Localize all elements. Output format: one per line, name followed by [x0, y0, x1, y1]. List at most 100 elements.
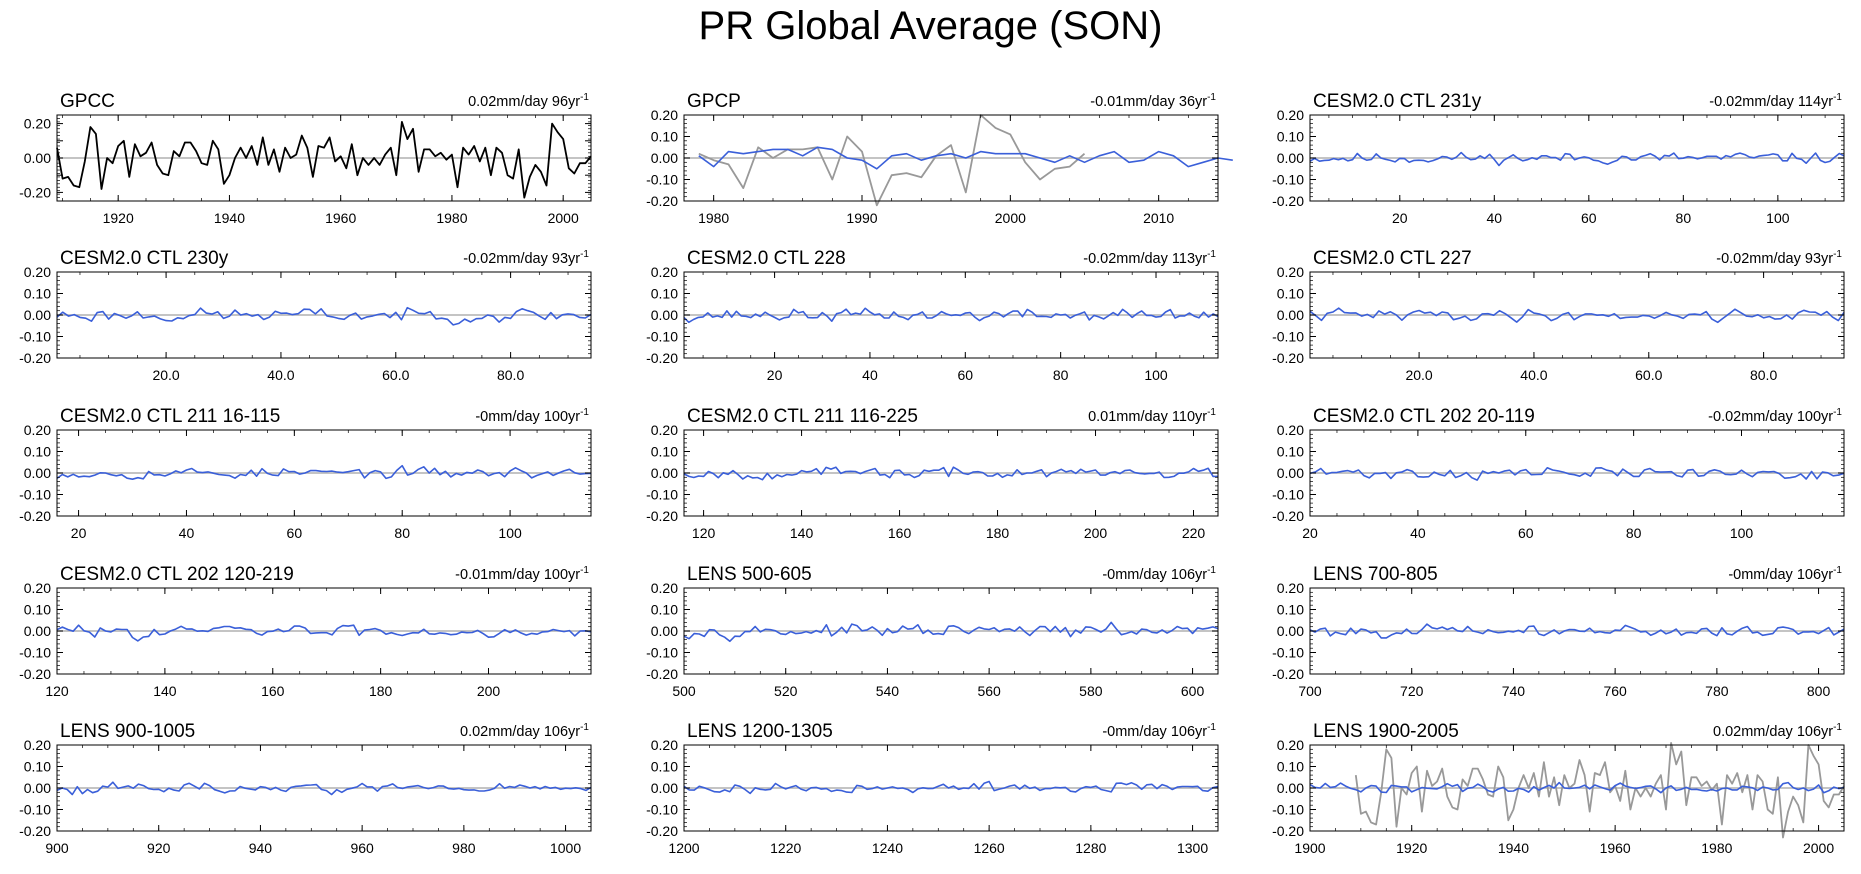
x-tick-label: 60	[958, 367, 974, 383]
x-tick-label: 1980	[436, 210, 467, 226]
trend-exponent: -1	[580, 565, 589, 576]
x-tick-label: 760	[1603, 683, 1627, 699]
series-line	[683, 307, 1219, 324]
y-tick-label: 0.00	[1277, 780, 1304, 796]
x-tick-label: 1900	[1294, 840, 1325, 856]
trend-label: -0mm/day 106yr-1	[1102, 565, 1216, 583]
x-tick-label: 20	[767, 367, 783, 383]
x-tick-label: 1260	[974, 840, 1005, 856]
y-tick-label: 0.00	[1277, 623, 1304, 639]
y-tick-label: -0.20	[646, 508, 678, 524]
x-tick-label: 1960	[325, 210, 356, 226]
panel-title: CESM2.0 CTL 228	[687, 248, 846, 269]
y-tick-label: 0.20	[24, 264, 51, 280]
panel-title: LENS 500-605	[687, 564, 812, 585]
panel-title: LENS 900-1005	[60, 721, 195, 742]
trend-exponent: -1	[580, 407, 589, 418]
y-tick-label: 0.00	[24, 150, 51, 166]
y-tick-label: 0.20	[651, 422, 678, 438]
trend-label: -0.01mm/day 100yr-1	[455, 565, 589, 583]
panel-ctl231: CESM2.0 CTL 231y -0.02mm/day 114yr-1 -0.20…	[1272, 91, 1845, 226]
y-tick-label: 0.00	[651, 307, 678, 323]
panel-lens900: LENS 900-1005 0.02mm/day 106yr-1 -0.20 -0.1…	[19, 721, 592, 856]
y-tick-label: 0.10	[24, 759, 51, 775]
x-tick-label: 80.0	[1750, 367, 1777, 383]
y-tick-label: -0.20	[19, 823, 51, 839]
x-tick-label: 40	[1410, 525, 1426, 541]
trend-label: -0.02mm/day 113yr-1	[1083, 249, 1216, 267]
trend-label: -0.02mm/day 93yr-1	[463, 249, 589, 267]
panel-ctl211b: CESM2.0 CTL 211 116-225 0.01mm/day 110yr-…	[646, 406, 1219, 541]
panel-title: CESM2.0 CTL 211 116-225	[687, 406, 918, 427]
x-tick-label: 1240	[872, 840, 903, 856]
x-tick-label: 1220	[770, 840, 801, 856]
y-tick-label: 0.00	[1277, 465, 1304, 481]
trend-label: -0mm/day 100yr-1	[475, 407, 589, 425]
x-tick-label: 1000	[550, 840, 581, 856]
x-tick-label: 220	[1182, 525, 1206, 541]
x-tick-label: 2000	[548, 210, 579, 226]
trend-exponent: -1	[580, 92, 589, 103]
panel-lens500: LENS 500-605 -0mm/day 106yr-1 -0.20 -0.10 0.…	[646, 564, 1219, 699]
panel-title: GPCP	[687, 91, 741, 112]
x-tick-label: 160	[888, 525, 912, 541]
y-tick-label: 0.10	[1277, 286, 1304, 302]
panel-title: CESM2.0 CTL 230y	[60, 248, 229, 269]
x-tick-label: 140	[790, 525, 814, 541]
trend-exponent: -1	[1207, 722, 1216, 733]
panel-title: LENS 700-805	[1313, 564, 1438, 585]
y-tick-label: 0.10	[24, 286, 51, 302]
panel-ctl227: CESM2.0 CTL 227 -0.02mm/day 93yr-1 -0.20 -0…	[1272, 248, 1845, 383]
x-tick-label: 1940	[214, 210, 245, 226]
x-tick-label: 100	[1144, 367, 1168, 383]
x-tick-label: 2000	[1803, 840, 1834, 856]
y-tick-label: 0.20	[1277, 422, 1304, 438]
x-tick-label: 600	[1181, 683, 1205, 699]
trend-label: 0.02mm/day 106yr-1	[1713, 722, 1842, 740]
y-tick-label: 0.10	[651, 444, 678, 460]
y-tick-label: -0.10	[646, 329, 678, 345]
x-tick-label: 200	[1084, 525, 1108, 541]
trend-label: -0.02mm/day 114yr-1	[1709, 92, 1842, 110]
series-line	[1309, 307, 1845, 324]
y-tick-label: -0.20	[19, 508, 51, 524]
x-tick-label: 920	[147, 840, 171, 856]
y-tick-label: -0.10	[19, 802, 51, 818]
x-tick-label: 180	[369, 683, 393, 699]
figure-title: PR Global Average (SON)	[698, 4, 1163, 48]
x-tick-label: 980	[452, 840, 476, 856]
x-tick-label: 1300	[1177, 840, 1208, 856]
y-tick-label: -0.10	[19, 645, 51, 661]
series-line	[1354, 742, 1845, 839]
trend-exponent: -1	[1833, 407, 1842, 418]
x-tick-label: 20.0	[1405, 367, 1432, 383]
y-tick-label: 0.20	[1277, 107, 1304, 123]
panel-title: LENS 1200-1305	[687, 721, 833, 742]
trend-exponent: -1	[1833, 92, 1842, 103]
panel-title: CESM2.0 CTL 231y	[1313, 91, 1482, 112]
series-line	[698, 114, 1086, 207]
x-tick-label: 80.0	[497, 367, 524, 383]
series-line	[1309, 623, 1845, 639]
panel-lens700: LENS 700-805 -0mm/day 106yr-1 -0.20 -0.10 0.…	[1272, 564, 1845, 699]
panel-lens1200: LENS 1200-1305 -0mm/day 106yr-1 -0.20 -0.10…	[646, 721, 1219, 856]
trend-label: -0mm/day 106yr-1	[1728, 565, 1842, 583]
panel-lens1900: LENS 1900-2005 0.02mm/day 106yr-1 -0.20 -0.…	[1272, 721, 1845, 856]
x-tick-label: 1920	[103, 210, 134, 226]
x-tick-label: 80	[394, 525, 410, 541]
y-tick-label: -0.10	[646, 645, 678, 661]
panel-ctl202a: CESM2.0 CTL 202 20-119 -0.02mm/day 100yr-…	[1272, 406, 1845, 541]
y-tick-label: 0.00	[651, 150, 678, 166]
x-tick-label: 1990	[846, 210, 877, 226]
trend-exponent: -1	[1207, 249, 1216, 260]
y-tick-label: 0.20	[24, 737, 51, 753]
y-tick-label: 0.00	[24, 780, 51, 796]
x-tick-label: 800	[1807, 683, 1831, 699]
x-tick-label: 2010	[1143, 210, 1174, 226]
y-tick-label: -0.10	[1272, 172, 1304, 188]
x-tick-label: 1200	[668, 840, 699, 856]
y-tick-label: 0.10	[1277, 129, 1304, 145]
x-tick-label: 80	[1676, 210, 1692, 226]
y-tick-label: -0.20	[19, 350, 51, 366]
